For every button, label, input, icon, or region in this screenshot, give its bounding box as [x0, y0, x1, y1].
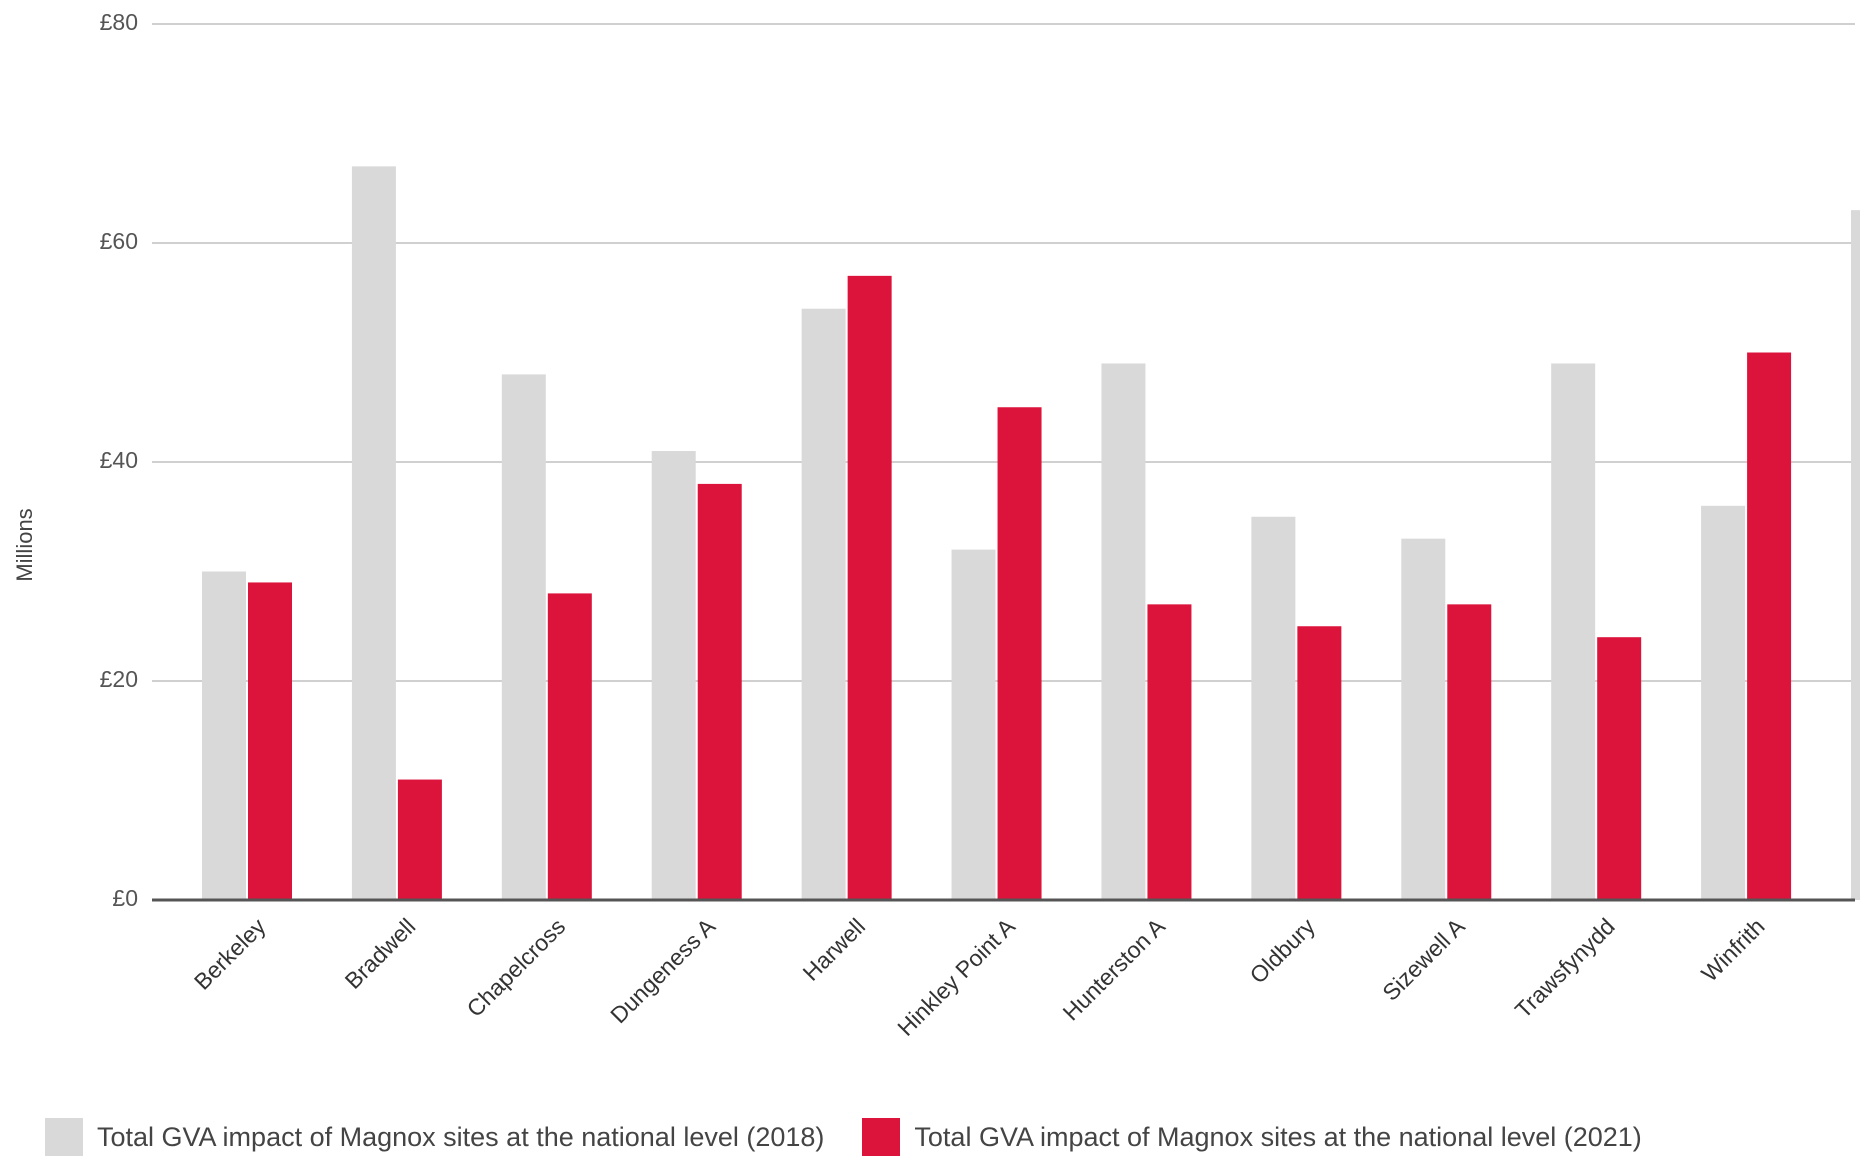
- legend-label-2018: Total GVA impact of Magnox sites at the …: [97, 1121, 825, 1152]
- bar[interactable]: [351, 166, 396, 901]
- bar[interactable]: [1297, 626, 1342, 900]
- bar[interactable]: [1597, 637, 1642, 900]
- x-tick-label: Sizewell A: [1377, 913, 1470, 1006]
- bar[interactable]: [397, 779, 442, 900]
- x-tick-label: Hunterston A: [1058, 913, 1171, 1026]
- legend-label-2021: Total GVA impact of Magnox sites at the …: [914, 1121, 1642, 1152]
- bar[interactable]: [1147, 604, 1192, 900]
- bar[interactable]: [1551, 363, 1596, 900]
- bar-chart: £0 £20 £40 £60 £80 Berkeley Bradwell Chapelcro…: [12, 9, 1860, 1041]
- bar[interactable]: [951, 549, 996, 900]
- x-axis-ticks: Berkeley Bradwell Chapelcross Dungeness A Ha…: [189, 913, 1770, 1041]
- x-tick-label: Trawsfynydd: [1510, 913, 1620, 1023]
- bar[interactable]: [997, 407, 1042, 900]
- x-tick-label: Berkeley: [189, 913, 271, 995]
- bars: [152, 166, 1860, 902]
- bar[interactable]: [1251, 516, 1296, 900]
- legend-swatch-2018: [45, 1118, 83, 1156]
- bar[interactable]: [1851, 210, 1860, 900]
- y-tick-label: £40: [100, 447, 138, 473]
- x-tick-label: Oldbury: [1245, 913, 1321, 989]
- legend-item-2018[interactable]: Total GVA impact of Magnox sites at the …: [45, 1118, 824, 1156]
- legend-item-2021[interactable]: Total GVA impact of Magnox sites at the …: [862, 1118, 1642, 1156]
- x-tick-label: Hinkley Point A: [892, 913, 1020, 1041]
- bar[interactable]: [248, 582, 292, 900]
- legend: Total GVA impact of Magnox sites at the …: [45, 1117, 1642, 1157]
- y-axis-label: Millions: [12, 508, 37, 581]
- bar[interactable]: [847, 275, 892, 901]
- x-tick-label: Winfrith: [1696, 913, 1770, 987]
- x-tick-label: Bradwell: [340, 913, 421, 994]
- x-tick-label: Harwell: [798, 913, 871, 986]
- bar[interactable]: [1447, 604, 1492, 900]
- bar[interactable]: [202, 571, 246, 901]
- bar[interactable]: [501, 374, 546, 900]
- bar[interactable]: [1101, 363, 1146, 900]
- y-tick-label: £80: [100, 9, 138, 35]
- bar[interactable]: [801, 308, 846, 900]
- bar[interactable]: [1701, 505, 1746, 900]
- y-tick-label: £60: [100, 228, 138, 254]
- y-tick-label: £0: [112, 885, 138, 911]
- y-axis-ticks: £0 £20 £40 £60 £80: [100, 9, 138, 911]
- legend-swatch-2021: [862, 1118, 901, 1156]
- bar[interactable]: [547, 593, 592, 900]
- y-tick-label: £20: [100, 666, 138, 692]
- bar[interactable]: [1401, 538, 1446, 900]
- bar[interactable]: [697, 483, 742, 900]
- bar[interactable]: [651, 451, 696, 900]
- x-tick-label: Chapelcross: [462, 913, 571, 1022]
- x-tick-label: Dungeness A: [605, 913, 721, 1029]
- bar[interactable]: [1747, 352, 1792, 901]
